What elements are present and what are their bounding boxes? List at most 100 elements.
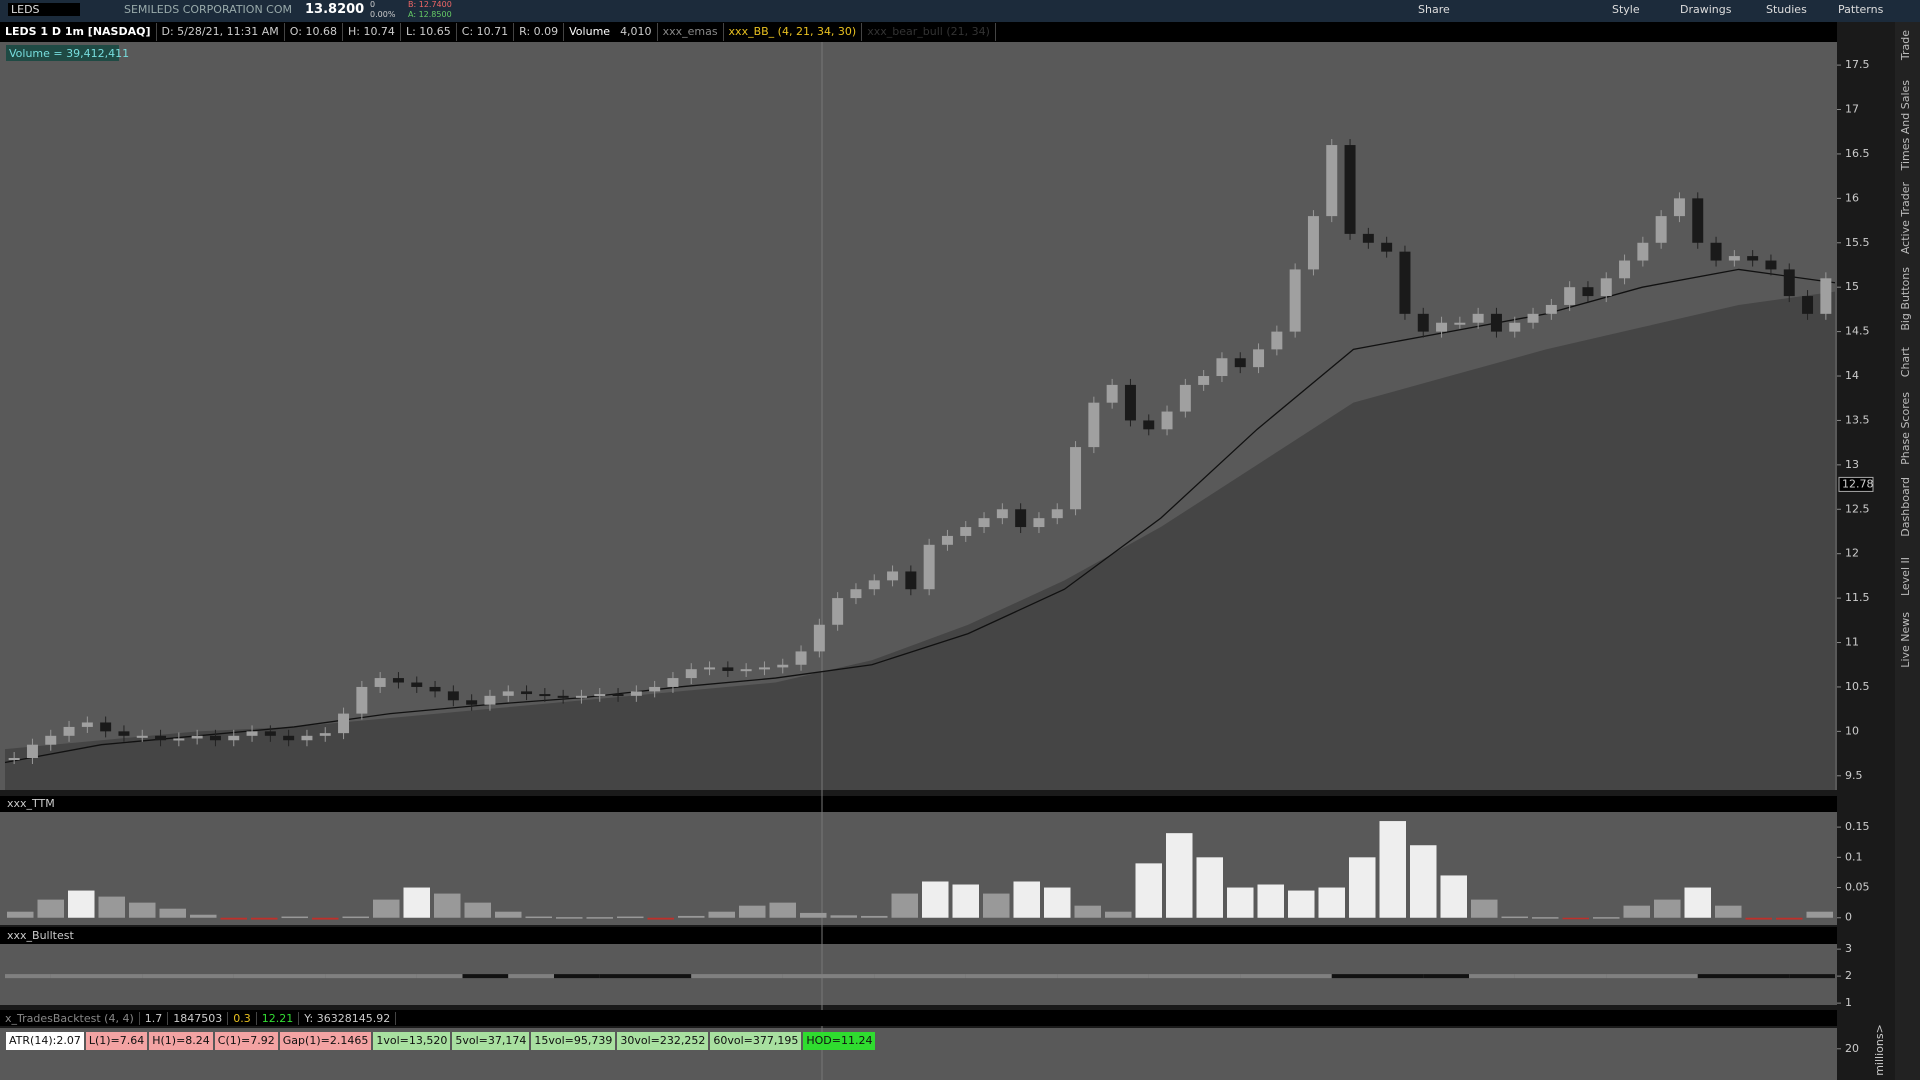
ttm-panel <box>0 812 1837 925</box>
sidebar-tab[interactable]: Live News <box>1899 612 1912 668</box>
ttm-bar <box>1654 899 1681 918</box>
candle <box>191 735 203 739</box>
sidebar-tab[interactable]: Phase Scores <box>1899 392 1912 465</box>
candle <box>374 678 386 687</box>
backtest-item: 12.21 <box>257 1011 300 1025</box>
candle <box>1436 322 1448 332</box>
y-tick-label: 0.05 <box>1845 881 1870 894</box>
sidebar-tab[interactable]: Trade <box>1899 30 1912 61</box>
info-bar: LEDS 1 D 1m [NASDAQ] D: 5/28/21, 11:31 A… <box>0 22 1837 42</box>
candle <box>1106 384 1118 403</box>
ttm-bar <box>37 899 64 918</box>
y-tick-label: 2 <box>1845 969 1852 982</box>
candle <box>575 695 587 698</box>
bull-segment <box>233 974 280 979</box>
sidebar-tab[interactable]: Active Trader <box>1899 182 1912 255</box>
stat-chip: L(1)=7.64 <box>85 1032 148 1050</box>
patterns-button[interactable]: Patterns <box>1838 3 1884 16</box>
bull-segment <box>1560 974 1607 979</box>
candle <box>356 686 368 714</box>
stat-chip: 15vol=95,739 <box>531 1032 616 1050</box>
sidebar: Trade Times And Sales Active Trader Big But… <box>1895 22 1920 1080</box>
candle <box>1802 296 1814 314</box>
y-tick-label: 16.5 <box>1845 147 1870 160</box>
y-tick-label: 0.15 <box>1845 820 1870 833</box>
bid: B: 12.7400 <box>408 0 452 9</box>
panel-title: xxx_Bulltest <box>7 929 74 942</box>
candle <box>813 624 825 652</box>
bull-segment <box>1652 974 1698 979</box>
backtest-item: Y: 36328145.92 <box>299 1011 397 1025</box>
candle <box>887 571 899 581</box>
style-button[interactable]: Style <box>1612 3 1640 16</box>
y-tick-label: 20 <box>1845 1042 1859 1055</box>
drawings-button[interactable]: Drawings <box>1680 3 1732 16</box>
ttm-bar <box>1074 905 1101 918</box>
candle <box>521 691 533 695</box>
bull-segment <box>554 974 600 979</box>
bull-segment <box>828 974 875 979</box>
candle <box>1490 313 1502 332</box>
sidebar-tab[interactable]: Level II <box>1899 557 1912 597</box>
last-price: 13.8200 <box>305 2 365 17</box>
bull-segment <box>325 974 371 979</box>
studies-button[interactable]: Studies <box>1766 3 1807 16</box>
bull-segment <box>1240 974 1286 979</box>
ttm-bar <box>800 912 827 918</box>
ttm-bar <box>617 916 644 919</box>
volume-value: 4,010 <box>615 23 658 41</box>
candle <box>594 694 606 697</box>
info-item: L: 10.65 <box>401 23 457 41</box>
bull-segment <box>1469 974 1515 979</box>
bull-segment <box>416 974 463 979</box>
candle <box>795 651 807 665</box>
ttm-bar <box>1776 917 1803 920</box>
sidebar-tab[interactable]: Dashboard <box>1899 477 1912 537</box>
ttm-bar <box>1715 905 1742 918</box>
candle <box>1289 269 1301 332</box>
candle <box>301 735 313 741</box>
share-button[interactable]: Share <box>1418 3 1450 16</box>
ttm-bar <box>495 911 522 918</box>
ttm-bar <box>1471 899 1498 918</box>
candle <box>1582 287 1594 297</box>
candle <box>1362 233 1374 243</box>
bull-segment <box>371 974 417 979</box>
bull-segment <box>1194 974 1241 979</box>
bull-segment <box>1606 974 1652 979</box>
ttm-bar <box>525 916 552 919</box>
bull-segment <box>188 974 234 979</box>
sidebar-tab[interactable]: Chart <box>1899 347 1912 378</box>
bull-segment <box>691 974 737 979</box>
stat-chip: 60vol=377,195 <box>710 1032 802 1050</box>
ttm-bar <box>952 884 979 918</box>
volume-badge-bg <box>6 45 119 61</box>
bull-segment <box>462 974 509 979</box>
ttm-bar <box>586 917 613 919</box>
bull-segment <box>645 974 692 979</box>
change: 0 <box>370 0 376 9</box>
sidebar-tab[interactable]: Times And Sales <box>1899 80 1912 171</box>
y-tick-label: 17 <box>1845 103 1859 116</box>
bull-segment <box>279 974 326 979</box>
ttm-bar <box>1501 916 1528 919</box>
bull-segment <box>1789 974 1835 979</box>
candle <box>1637 242 1649 261</box>
symbol-input[interactable]: LEDS <box>8 3 80 16</box>
ttm-bar <box>7 911 34 918</box>
candle <box>685 669 697 679</box>
study: xxx_bear_bull (21, 34) <box>862 23 996 41</box>
study: xxx_emas <box>658 23 724 41</box>
candle <box>1673 198 1685 217</box>
ttm-bar <box>1105 911 1132 918</box>
candle <box>1015 509 1027 528</box>
bull-segment <box>5 974 51 979</box>
ttm-bar <box>1288 890 1315 918</box>
sidebar-tab[interactable]: Big Buttons <box>1899 267 1912 331</box>
bull-segment <box>1331 974 1378 979</box>
candle <box>649 686 661 692</box>
candle <box>1527 313 1539 323</box>
bull-segment <box>1057 974 1103 979</box>
candle <box>283 735 295 741</box>
